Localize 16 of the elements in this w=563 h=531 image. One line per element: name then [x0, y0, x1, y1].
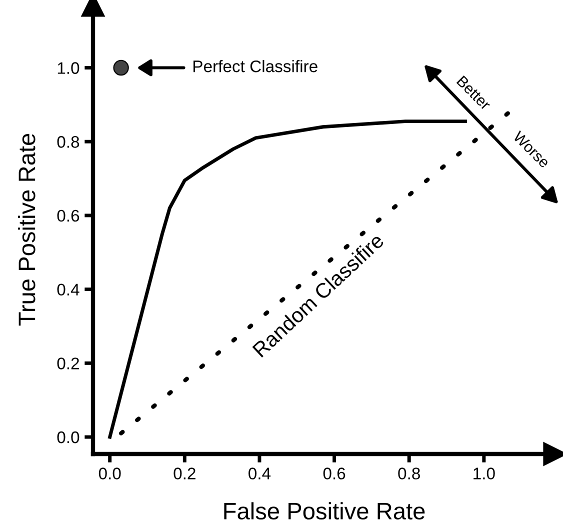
x-tick-label: 1.0 — [474, 468, 495, 480]
x-tick-label: 0.4 — [248, 468, 271, 480]
y-tick-label: 0.0 — [57, 431, 80, 444]
y-tick-label: 0.8 — [57, 136, 80, 148]
y-tick-label: 1.0 — [58, 62, 80, 74]
y-tick-label: 0.6 — [57, 210, 80, 222]
x-tick-label: 0.6 — [323, 468, 346, 480]
y-axis-title: True Positive Rate — [18, 134, 36, 326]
x-tick-label: 0.8 — [398, 468, 420, 480]
line-series — [108, 120, 467, 439]
annotation: Perfect Classifire — [194, 60, 318, 72]
y-tick-label: 0.4 — [57, 284, 80, 296]
y-tick-label: 0.2 — [57, 358, 79, 370]
x-tick-label: 0.2 — [174, 468, 196, 480]
x-tick-label: 0.0 — [98, 468, 121, 480]
x-axis-title: False Positive Rate — [224, 502, 425, 520]
